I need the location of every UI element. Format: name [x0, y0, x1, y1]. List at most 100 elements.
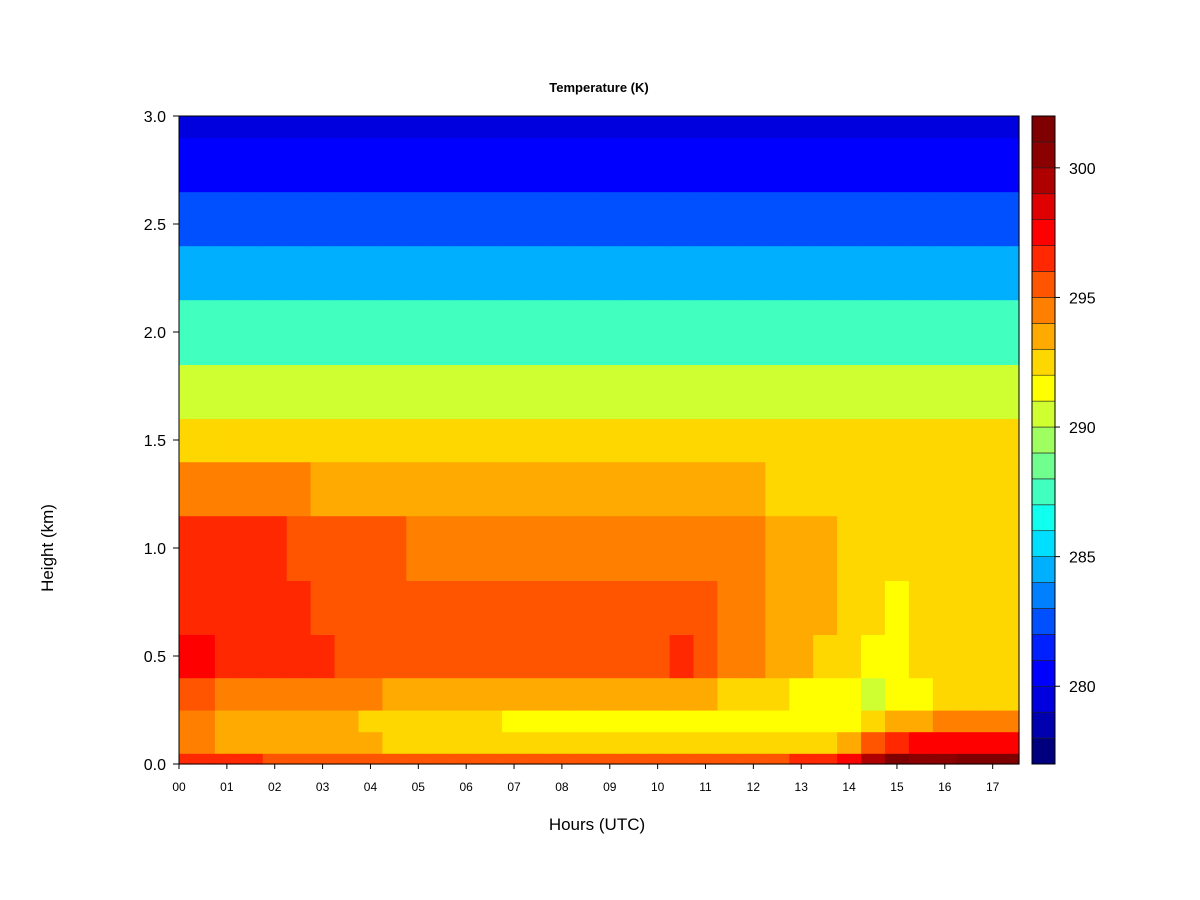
heatmap-cell: [478, 753, 503, 765]
colorbar-tick-label: 295: [1069, 290, 1096, 307]
heatmap-cell: [908, 418, 934, 463]
heatmap-cell: [238, 418, 264, 463]
heatmap-cell: [837, 245, 862, 301]
heatmap-cell: [286, 461, 312, 517]
heatmap-cell: [262, 245, 288, 301]
heatmap-cell: [956, 731, 982, 754]
heatmap-cell: [238, 634, 264, 679]
heatmap-cell: [190, 116, 216, 139]
heatmap-cell: [334, 634, 360, 679]
heatmap-cell: [717, 515, 742, 581]
heatmap-cell: [1005, 731, 1020, 754]
heatmap-cell: [765, 580, 790, 635]
heatmap-cell: [214, 731, 240, 754]
heatmap-cell: [837, 191, 862, 247]
heatmap-cell: [406, 515, 431, 581]
heatmap-cell: [573, 418, 599, 463]
colorbar: 280 285 290 295 300: [1031, 115, 1096, 765]
heatmap-cell: [717, 191, 742, 247]
heatmap-cell: [358, 137, 384, 193]
heatmap-cell: [669, 245, 695, 301]
heatmap-cell: [430, 461, 455, 517]
heatmap-cell: [179, 364, 192, 419]
heatmap-cell: [789, 677, 814, 711]
heatmap-cell: [908, 634, 934, 679]
x-tick-label: 14: [842, 780, 856, 794]
heatmap-cell: [645, 710, 671, 733]
heatmap-cell: [789, 515, 814, 581]
heatmap-cell: [190, 710, 216, 733]
heatmap-cell: [837, 634, 862, 679]
heatmap-cell: [526, 677, 551, 711]
heatmap-cell: [861, 299, 886, 365]
heatmap-cell: [597, 731, 623, 754]
heatmap-cell: [645, 580, 671, 635]
colorbar-swatch: [1031, 271, 1056, 298]
heatmap-cell: [406, 753, 431, 765]
heatmap-cell: [526, 580, 551, 635]
heatmap-cell: [645, 461, 671, 517]
heatmap-cell: [310, 710, 336, 733]
heatmap-cell: [454, 731, 479, 754]
heatmap-cell: [430, 677, 455, 711]
heatmap-cell: [861, 710, 886, 733]
heatmap-cell: [597, 364, 623, 419]
heatmap-cell: [549, 731, 575, 754]
colorbar-swatch: [1031, 530, 1056, 557]
heatmap-cell: [478, 418, 503, 463]
heatmap-cell: [669, 634, 695, 679]
y-tick-label: 1.0: [144, 541, 166, 558]
heatmap-cell: [549, 137, 575, 193]
heatmap-cell: [693, 731, 719, 754]
heatmap-cell: [454, 677, 479, 711]
heatmap-cell: [813, 634, 838, 679]
heatmap-cell: [956, 116, 982, 139]
heatmap-cell: [741, 191, 766, 247]
heatmap-cell: [1005, 191, 1020, 247]
heatmap-cell: [717, 364, 742, 419]
colorbar-swatch: [1031, 685, 1056, 713]
heatmap-cell: [932, 299, 958, 365]
y-tick-label: 3.0: [144, 109, 166, 126]
heatmap-cell: [956, 580, 982, 635]
heatmap-cell: [454, 116, 479, 139]
heatmap-cell: [549, 418, 575, 463]
heatmap-cell: [334, 137, 360, 193]
heatmap-cell: [741, 677, 766, 711]
heatmap-cell: [717, 677, 742, 711]
heatmap-cell: [179, 515, 192, 581]
heatmap-cell: [549, 515, 575, 581]
x-tick-label: 06: [459, 780, 473, 794]
heatmap-cell: [310, 677, 336, 711]
heatmap-cell: [884, 580, 910, 635]
heatmap-cell: [454, 299, 479, 365]
heatmap-cell: [669, 515, 695, 581]
y-tick-label: 0.0: [144, 757, 166, 774]
heatmap-cell: [1005, 515, 1020, 581]
heatmap-cell: [526, 461, 551, 517]
heatmap-cell: [956, 461, 982, 517]
heatmap-cell: [190, 364, 216, 419]
heatmap-cell: [932, 753, 958, 765]
heatmap-cell: [693, 753, 719, 765]
heatmap-cell: [741, 634, 766, 679]
heatmap-cell: [932, 580, 958, 635]
heatmap-cell: [214, 710, 240, 733]
heatmap-cell: [669, 461, 695, 517]
colorbar-swatch: [1031, 245, 1056, 272]
heatmap-cell: [454, 753, 479, 765]
heatmap-cell: [262, 677, 288, 711]
heatmap-cell: [454, 461, 479, 517]
heatmap-cell: [861, 116, 886, 139]
heatmap-cell: [262, 753, 288, 765]
heatmap-cell: [262, 634, 288, 679]
heatmap-cell: [478, 137, 503, 193]
x-tick-label: 16: [938, 780, 952, 794]
heatmap-cell: [1005, 116, 1020, 139]
heatmap-cell: [358, 299, 384, 365]
heatmap-cell: [884, 515, 910, 581]
heatmap-cell: [693, 364, 719, 419]
heatmap-cell: [262, 191, 288, 247]
colorbar-swatch: [1031, 193, 1056, 220]
heatmap-cell: [789, 418, 814, 463]
